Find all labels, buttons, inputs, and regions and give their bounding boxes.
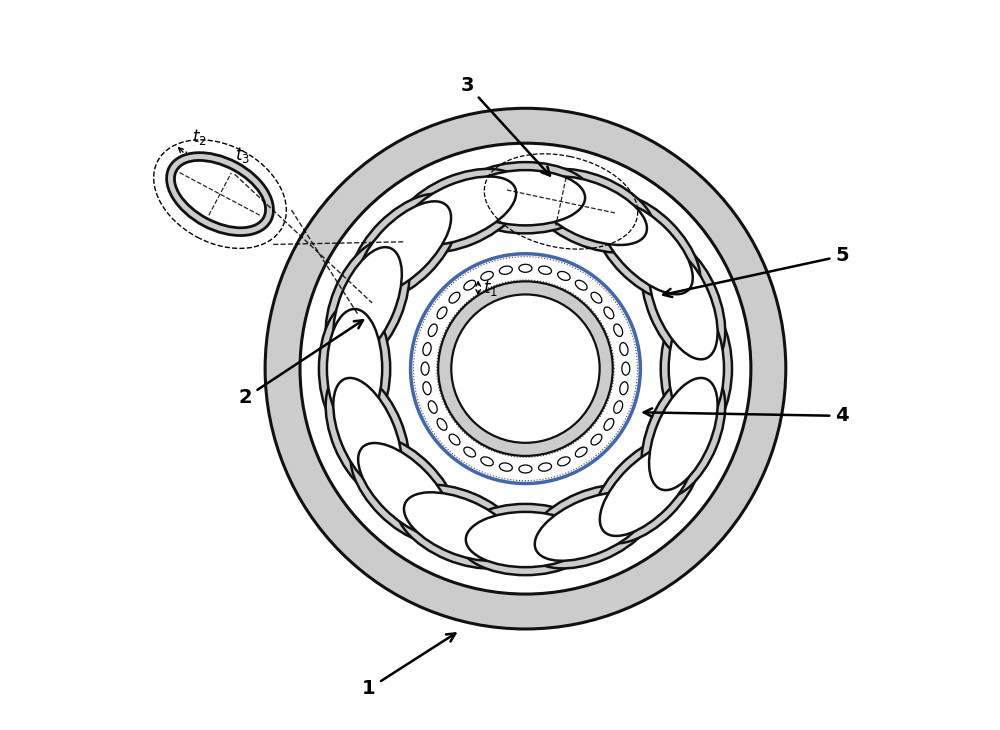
Ellipse shape xyxy=(437,418,447,430)
Ellipse shape xyxy=(519,465,532,473)
Ellipse shape xyxy=(438,281,613,456)
Ellipse shape xyxy=(300,143,751,594)
Ellipse shape xyxy=(437,307,447,319)
Ellipse shape xyxy=(535,492,647,561)
Ellipse shape xyxy=(527,169,655,253)
Ellipse shape xyxy=(451,294,600,443)
Ellipse shape xyxy=(167,153,273,236)
Ellipse shape xyxy=(591,434,602,445)
Ellipse shape xyxy=(466,170,585,226)
Ellipse shape xyxy=(404,492,516,561)
Ellipse shape xyxy=(558,457,570,466)
Ellipse shape xyxy=(358,201,451,294)
Ellipse shape xyxy=(600,443,693,536)
Ellipse shape xyxy=(539,266,551,274)
Ellipse shape xyxy=(423,342,431,356)
Ellipse shape xyxy=(449,434,460,445)
Ellipse shape xyxy=(466,512,585,567)
Ellipse shape xyxy=(464,447,476,457)
Ellipse shape xyxy=(641,370,725,498)
Ellipse shape xyxy=(327,309,382,429)
Ellipse shape xyxy=(428,401,437,413)
Ellipse shape xyxy=(499,463,512,471)
Ellipse shape xyxy=(620,382,628,395)
Text: 5: 5 xyxy=(663,247,849,297)
Ellipse shape xyxy=(575,447,587,457)
Ellipse shape xyxy=(604,418,614,430)
Ellipse shape xyxy=(614,324,623,337)
Ellipse shape xyxy=(265,108,786,629)
Ellipse shape xyxy=(351,435,459,544)
Ellipse shape xyxy=(649,247,718,359)
Text: $t_2$: $t_2$ xyxy=(192,127,207,147)
Ellipse shape xyxy=(649,378,718,490)
Ellipse shape xyxy=(600,201,693,294)
Text: 3: 3 xyxy=(461,75,550,175)
Text: 1: 1 xyxy=(362,634,455,698)
Ellipse shape xyxy=(174,161,266,228)
Ellipse shape xyxy=(661,301,732,437)
Ellipse shape xyxy=(333,247,402,359)
Ellipse shape xyxy=(592,435,700,544)
Text: 4: 4 xyxy=(644,407,849,426)
Ellipse shape xyxy=(326,370,409,498)
Ellipse shape xyxy=(404,177,516,245)
Ellipse shape xyxy=(458,504,593,575)
Ellipse shape xyxy=(499,266,512,274)
Ellipse shape xyxy=(423,382,431,395)
Ellipse shape xyxy=(669,309,724,429)
Ellipse shape xyxy=(464,280,476,290)
Ellipse shape xyxy=(449,292,460,303)
Ellipse shape xyxy=(396,169,524,253)
Ellipse shape xyxy=(620,342,628,356)
Ellipse shape xyxy=(481,457,493,466)
Ellipse shape xyxy=(614,401,623,413)
Ellipse shape xyxy=(421,362,429,375)
Ellipse shape xyxy=(428,324,437,337)
Ellipse shape xyxy=(458,162,593,234)
Text: 2: 2 xyxy=(239,320,363,407)
Ellipse shape xyxy=(319,301,390,437)
Ellipse shape xyxy=(604,307,614,319)
Text: $t_1$: $t_1$ xyxy=(483,278,498,298)
Ellipse shape xyxy=(519,264,532,272)
Ellipse shape xyxy=(591,292,602,303)
Ellipse shape xyxy=(326,239,409,367)
Ellipse shape xyxy=(558,272,570,280)
Ellipse shape xyxy=(575,280,587,290)
Ellipse shape xyxy=(535,177,647,245)
Ellipse shape xyxy=(622,362,630,375)
Ellipse shape xyxy=(351,193,459,301)
Ellipse shape xyxy=(358,443,451,536)
Ellipse shape xyxy=(396,485,524,569)
Text: $t_3$: $t_3$ xyxy=(235,145,250,165)
Ellipse shape xyxy=(527,485,655,569)
Ellipse shape xyxy=(333,378,402,490)
Ellipse shape xyxy=(641,239,725,367)
Ellipse shape xyxy=(539,463,551,471)
Ellipse shape xyxy=(481,272,493,280)
Ellipse shape xyxy=(592,193,700,301)
